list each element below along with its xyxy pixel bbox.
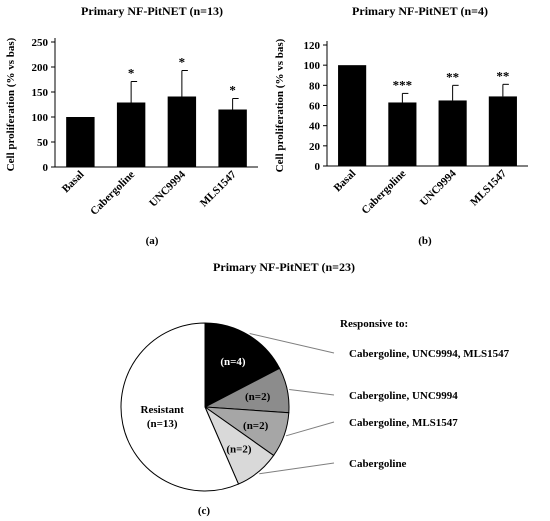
bar-chart-b: Primary NF-PitNET (n=4) Cell proliferatio… [274, 4, 528, 247]
y-axis-label: Cell proliferation (% vs bas) [5, 37, 17, 171]
leader-line [249, 333, 335, 354]
bar-basal [338, 65, 367, 166]
y-tick-label: 100 [32, 112, 49, 124]
chart-title: Primary NF-PitNET (n=13) [81, 4, 223, 18]
y-tick-label: 0 [315, 161, 321, 173]
y-tick-label: 200 [32, 62, 49, 74]
bar-chart-a: Primary NF-PitNET (n=13) Cell proliferati… [5, 4, 258, 247]
x-tick-label: Cabergoline [88, 169, 137, 218]
legend-entry: Cabergoline, MLS1547 [349, 417, 458, 429]
x-tick-label: UNC9994 [147, 168, 188, 209]
bar-cabergoline [116, 102, 146, 167]
pie-slice [120, 322, 240, 492]
x-tick-label: MLS1547 [468, 167, 509, 208]
x-tick-label: MLS1547 [198, 168, 239, 209]
significance-marker: * [128, 66, 135, 81]
bar-basal [66, 117, 95, 167]
y-axis-label: Cell proliferation (% vs bas) [274, 38, 286, 172]
slice-label: (n=13) [147, 418, 178, 430]
panel-label: (c) [198, 505, 211, 517]
y-tick-label: 100 [304, 60, 321, 72]
significance-marker: *** [393, 77, 413, 92]
chart-title: Primary NF-PitNET (n=4) [352, 4, 488, 18]
bar-unc9994 [438, 100, 467, 166]
bar-cabergoline [388, 102, 417, 166]
legend-title: Responsive to: [340, 318, 408, 330]
x-tick-label: Basal [332, 168, 359, 195]
y-tick-label: 0 [43, 162, 49, 174]
pie-slice [204, 322, 281, 408]
slice-label: (n=2) [226, 444, 252, 456]
slice-label: (n=2) [245, 391, 271, 403]
legend-entry: Cabergoline [349, 458, 407, 470]
significance-marker: * [179, 55, 186, 70]
y-tick-label: 50 [37, 137, 49, 149]
legend-entry: Cabergoline, UNC9994, MLS1547 [349, 348, 510, 360]
y-tick-label: 150 [32, 87, 49, 99]
y-tick-label: 80 [309, 80, 321, 92]
slice-label: (n=2) [243, 420, 269, 432]
bar-mls1547 [218, 109, 247, 167]
panel-label: (a) [146, 235, 159, 247]
y-tick-label: 40 [309, 121, 321, 133]
significance-marker: * [229, 83, 236, 98]
x-tick-label: Cabergoline [359, 168, 408, 217]
x-tick-label: Basal [60, 169, 87, 196]
leader-line [285, 421, 335, 437]
pie-chart-c: Primary NF-PitNET (n=23) (n=4) Cabergoline… [120, 260, 510, 517]
leader-line [289, 389, 335, 396]
panel-label: (b) [418, 235, 432, 247]
bar-mls1547 [488, 96, 517, 166]
slice-label: Resistant [141, 404, 185, 416]
y-tick-label: 60 [309, 101, 321, 113]
y-tick-label: 250 [32, 37, 49, 49]
x-tick-label: UNC9994 [418, 167, 459, 208]
y-tick-label: 20 [309, 141, 321, 153]
slice-label: (n=4) [220, 356, 246, 368]
significance-marker: ** [446, 69, 459, 84]
legend-entry: Cabergoline, UNC9994 [349, 390, 458, 402]
significance-marker: ** [496, 68, 509, 83]
leader-line [259, 462, 335, 475]
chart-title: Primary NF-PitNET (n=23) [213, 260, 355, 274]
y-tick-label: 120 [304, 40, 321, 52]
bar-unc9994 [167, 96, 197, 167]
